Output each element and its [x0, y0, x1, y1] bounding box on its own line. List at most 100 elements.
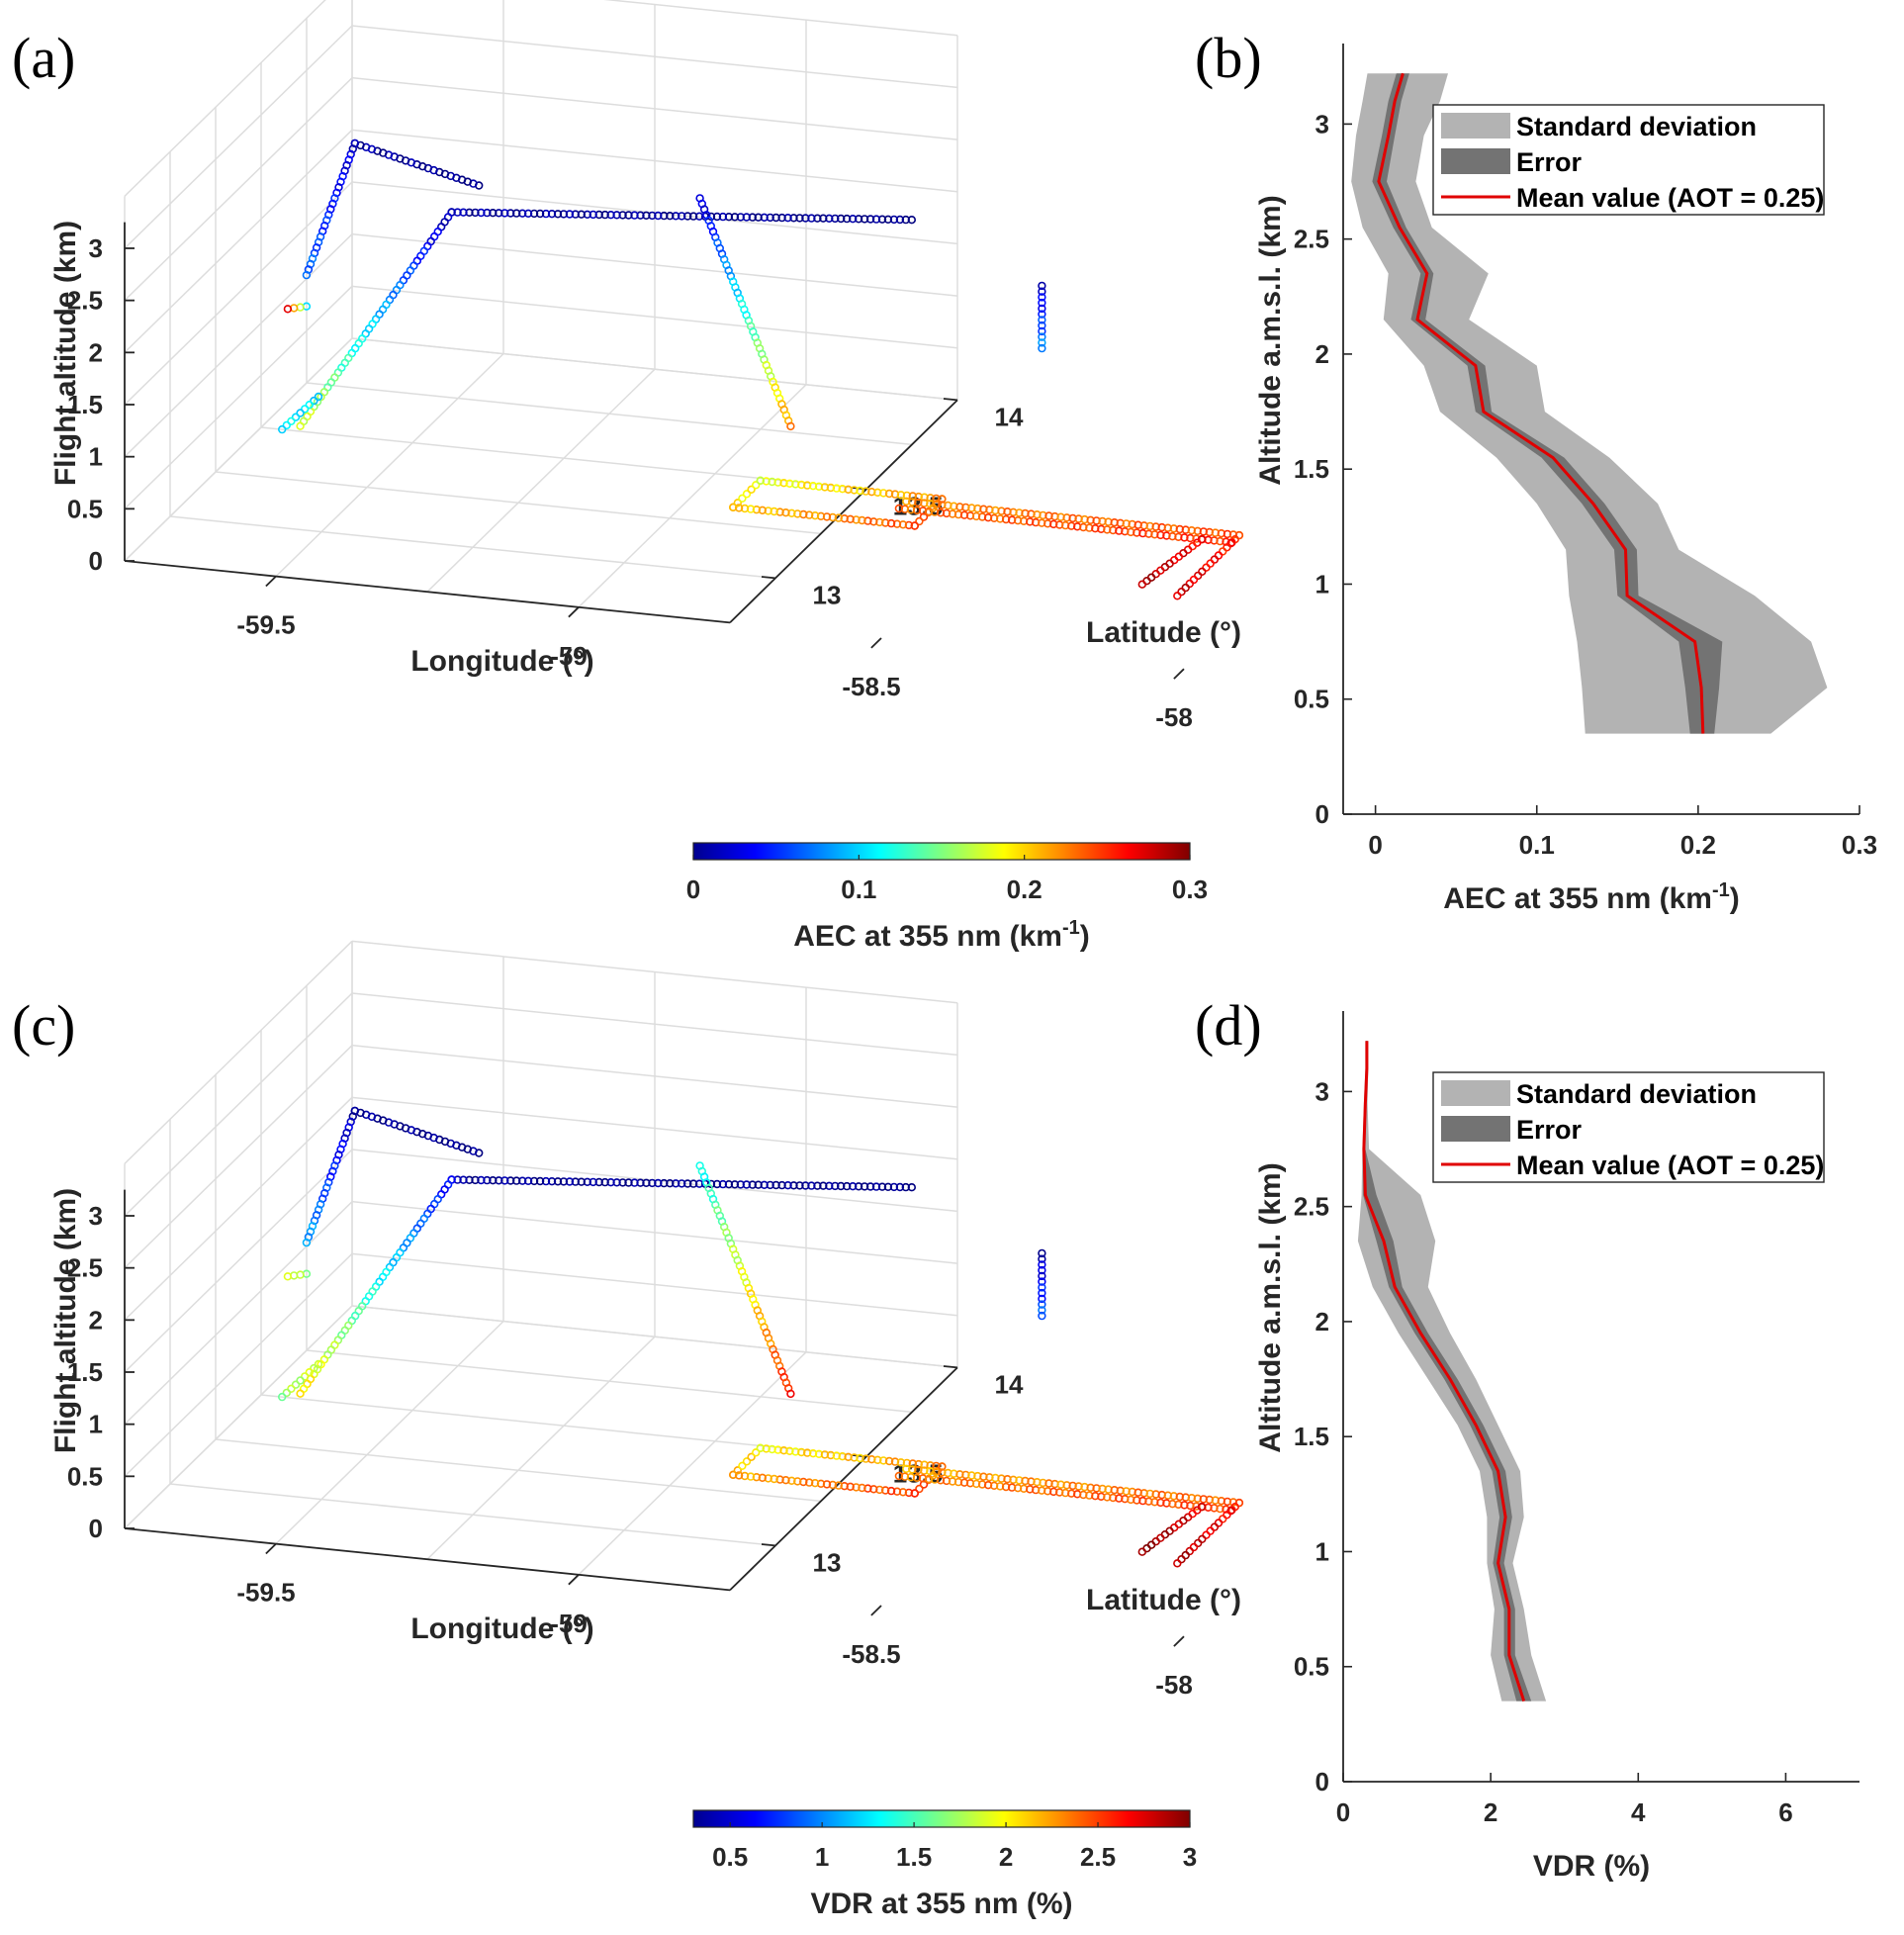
track-point: [869, 517, 878, 526]
x-axis-label: Longitude (°): [410, 1612, 593, 1645]
track-point: [624, 211, 633, 220]
z-tick-label: 0.5: [67, 494, 103, 523]
track-point: [278, 424, 287, 434]
track-point: [1198, 1534, 1207, 1544]
track-point: [1038, 298, 1046, 308]
x-tick-label: -58.5: [842, 1639, 900, 1669]
track-point: [1038, 1306, 1046, 1315]
track-point: [856, 486, 864, 496]
track-point: [758, 1473, 767, 1483]
track-point: [282, 420, 291, 430]
legend: Standard deviation Error Mean value (AOT =…: [1432, 104, 1825, 216]
y-tick-label: 1: [1315, 569, 1329, 599]
panel-letter-b: (b): [1195, 26, 1262, 90]
track-point: [785, 1446, 794, 1456]
floor-grid-line: [426, 368, 656, 593]
track-point: [886, 1486, 896, 1496]
x-tick-label: 2: [1484, 1797, 1497, 1827]
track-point: [283, 1272, 293, 1281]
colorbar-label-text: AEC at 355 nm (km: [793, 920, 1062, 953]
track-point: [296, 409, 305, 417]
track-point: [764, 507, 772, 515]
track-point: [914, 492, 923, 502]
track-point: [786, 421, 795, 431]
colorbar-tick-label: 0.3: [1172, 875, 1208, 904]
track-point: [1181, 1550, 1190, 1560]
track-point: [728, 503, 738, 511]
track-point: [1038, 332, 1046, 341]
panel-letter-c: (c): [12, 993, 75, 1058]
y-tick-mark: [943, 1365, 958, 1369]
y-axis-label: Altitude a.m.s.l. (km): [1254, 1162, 1287, 1452]
x-tick-mark: [265, 1542, 277, 1555]
colorbar-label-text: VDR at 355 nm (%): [810, 1888, 1072, 1920]
track-point: [1038, 1294, 1046, 1304]
track-point: [1038, 304, 1046, 314]
track-point: [756, 476, 765, 485]
track-point: [938, 495, 947, 504]
wall-grid-line: [351, 1252, 958, 1317]
colorbar-tick-label: 0.1: [841, 875, 876, 904]
latitude-axis: [729, 1366, 958, 1592]
track-point: [734, 504, 744, 512]
track-point: [523, 1176, 533, 1186]
track-point: [747, 1452, 756, 1462]
colorbar-tick-label: 2.5: [1080, 1842, 1116, 1872]
track-point: [754, 213, 763, 222]
track-point: [310, 1363, 318, 1373]
x-tick-label: -58: [1155, 702, 1193, 732]
legend-entry: Mean value (AOT = 0.25): [1516, 183, 1824, 213]
track-point: [751, 1448, 761, 1457]
track-point: [832, 1451, 841, 1460]
track-point: [834, 1481, 843, 1490]
x-tick-mark: [265, 575, 277, 588]
track-point: [901, 1182, 910, 1192]
wall-grid-line: [351, 1096, 958, 1160]
track-point: [861, 1454, 870, 1463]
z-tick-label: 0.5: [67, 1461, 103, 1491]
track-point: [742, 490, 752, 499]
wall-grid-line: [124, 181, 353, 406]
track-point: [1038, 293, 1046, 302]
track-point: [932, 1461, 941, 1471]
z-axis-label: Flight altitude (km): [49, 1188, 82, 1453]
legend-entry: Error: [1516, 1115, 1583, 1145]
track-point: [1038, 1311, 1046, 1321]
colorbar-label: VDR at 355 nm (%): [810, 1888, 1072, 1920]
wall-grid-line: [351, 1044, 958, 1108]
track-point: [305, 1367, 314, 1377]
track-point: [314, 1359, 323, 1369]
track-point: [283, 305, 293, 314]
z-axis-label: Flight altitude (km): [49, 221, 82, 486]
longitude-axis: [124, 1527, 731, 1592]
track-point: [489, 1175, 498, 1185]
track-point: [296, 1376, 305, 1385]
track-point: [1038, 310, 1046, 319]
track-point: [861, 487, 870, 496]
track-point: [1202, 563, 1211, 572]
track-point: [718, 1179, 728, 1189]
track-point: [793, 1477, 802, 1486]
track-point: [840, 513, 849, 523]
y-tick-mark: [943, 398, 958, 402]
track-point: [523, 209, 533, 219]
floor-grid-line: [260, 426, 867, 491]
track-point: [310, 396, 318, 406]
track-point: [828, 1480, 838, 1490]
panel-b-aec-profile: 0 0.5 1 1.5 2 2.5 3 0 0.1 0.2 0.3 AEC at 355 nm (km…: [1254, 44, 1877, 915]
x-axis-label: VDR (%): [1533, 1850, 1650, 1883]
legend-swatch-error: [1441, 148, 1510, 174]
floor-grid-line: [260, 1394, 867, 1458]
wall-grid-line: [124, 1201, 353, 1426]
track-point: [754, 1180, 763, 1189]
panel-letter-a: (a): [12, 26, 75, 90]
track-point: [779, 479, 788, 488]
y-tick-label: 2.5: [1294, 225, 1329, 254]
track-point: [752, 506, 762, 514]
colorbar-label-tail: ): [1080, 920, 1090, 953]
track-point: [287, 416, 296, 425]
floor-grid-line: [578, 1351, 807, 1576]
panel-a-3d-scatter: 00.511.522.53-59.5-59-58.5-581313.514Lon…: [49, 0, 1244, 953]
track-point: [559, 1177, 569, 1186]
